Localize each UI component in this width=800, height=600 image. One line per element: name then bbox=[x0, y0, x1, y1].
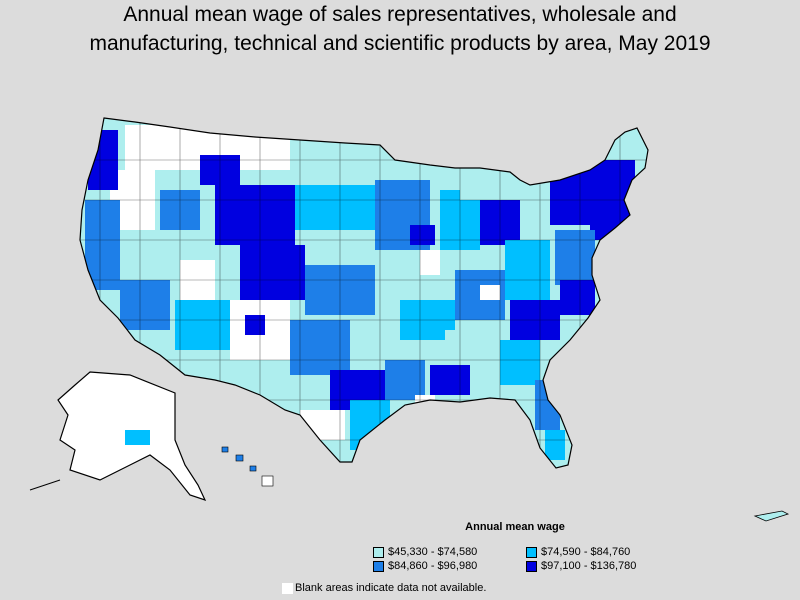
legend-item-3: $84,860 - $96,980 bbox=[373, 560, 477, 572]
legend-swatch-3 bbox=[373, 560, 384, 572]
legend-item-2: $74,590 - $84,760 bbox=[526, 546, 630, 558]
alaska-outline bbox=[57, 371, 207, 502]
legend-item-1: $45,330 - $74,580 bbox=[373, 546, 477, 558]
legend-title: Annual mean wage bbox=[465, 521, 565, 533]
no-data-note: Blank areas indicate data not available. bbox=[282, 582, 486, 594]
map-title-line-1: Annual mean wage of sales representative… bbox=[123, 3, 677, 26]
no-data-text: Blank areas indicate data not available. bbox=[295, 582, 487, 594]
contiguous-us-outline bbox=[79, 117, 649, 469]
hawaii bbox=[221, 446, 274, 487]
alaska bbox=[58, 372, 205, 500]
legend-label-3: $84,860 - $96,980 bbox=[388, 560, 478, 572]
no-data-swatch bbox=[282, 582, 293, 594]
legend-label-4: $97,100 - $136,780 bbox=[541, 560, 637, 572]
map-title-line-2: manufacturing, technical and scientific … bbox=[89, 32, 711, 55]
legend-swatch-2 bbox=[526, 546, 537, 558]
legend-swatch-1 bbox=[373, 546, 384, 558]
legend-label-2: $74,590 - $84,760 bbox=[541, 546, 631, 558]
map-title: Annual mean wage of sales representative… bbox=[0, 0, 800, 58]
legend-item-4: $97,100 - $136,780 bbox=[526, 560, 636, 572]
puerto-rico bbox=[753, 510, 790, 522]
legend-swatch-4 bbox=[526, 560, 537, 572]
legend-label-1: $45,330 - $74,580 bbox=[388, 546, 478, 558]
aleutian-islands bbox=[29, 479, 61, 491]
